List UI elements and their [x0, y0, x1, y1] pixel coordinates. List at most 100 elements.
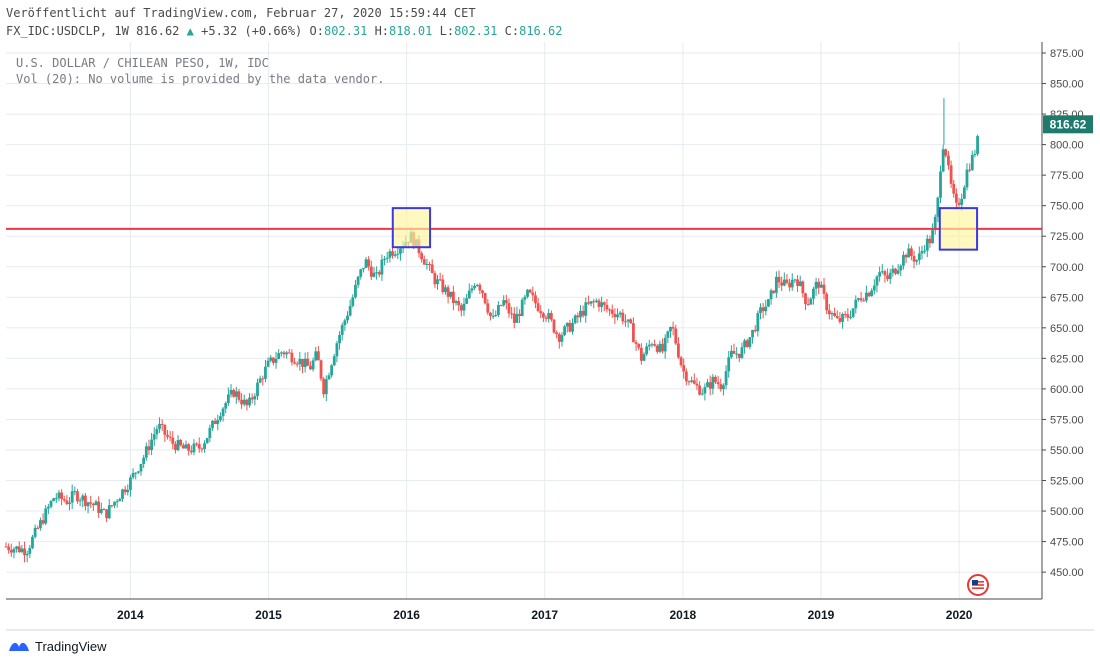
candle-body: [536, 303, 540, 312]
candle-body: [290, 352, 294, 363]
candle-body: [31, 536, 34, 548]
candle-body: [245, 399, 249, 406]
candle-body: [478, 284, 482, 291]
candle-body: [54, 498, 58, 500]
candle-body: [944, 149, 948, 156]
candle-body: [600, 302, 604, 307]
candle-body: [637, 343, 641, 348]
candle-body: [361, 267, 365, 270]
candle-body: [367, 259, 371, 267]
candle-body: [23, 548, 26, 556]
us-flag-icon[interactable]: [967, 574, 989, 596]
candle-body: [671, 326, 675, 329]
candle-body: [542, 313, 545, 318]
candle-body: [806, 304, 810, 306]
candle-body: [465, 298, 469, 304]
candle-body: [539, 311, 543, 314]
candle-body: [136, 471, 140, 473]
candle-body: [282, 352, 286, 355]
candle-body: [904, 254, 908, 258]
candle-body: [886, 275, 889, 280]
candle-body: [915, 260, 919, 262]
y-tick-label: 525.00: [1050, 476, 1084, 488]
candle-body: [576, 315, 580, 318]
candle-body: [507, 303, 511, 314]
candle-body: [41, 520, 45, 524]
candle-body: [73, 491, 77, 493]
candle-body: [475, 284, 479, 286]
candle-body: [629, 319, 633, 324]
candle-body: [687, 381, 691, 383]
last-price-label: 816.62: [1050, 117, 1087, 131]
candle-body: [129, 477, 132, 490]
candle-body: [801, 281, 805, 294]
candle-body: [152, 434, 156, 440]
candle-body: [134, 472, 138, 474]
candle-body: [933, 216, 937, 231]
candle-body: [110, 505, 114, 507]
candle-body: [936, 197, 940, 217]
candle-body: [181, 445, 185, 449]
candle-body: [319, 360, 323, 379]
candle-body: [84, 495, 87, 507]
candle-body: [57, 492, 61, 499]
candle-body: [256, 382, 259, 397]
candle-body: [666, 331, 670, 338]
y-tick-label: 850.00: [1050, 79, 1084, 91]
candle-body: [740, 347, 744, 358]
candle-body: [751, 329, 754, 338]
candle-body: [782, 279, 786, 286]
x-tick-label: 2019: [808, 608, 835, 622]
candle-body: [20, 548, 24, 553]
candle-body: [695, 383, 699, 386]
candle-body: [457, 301, 461, 306]
candle-body: [716, 382, 720, 385]
candle-body: [669, 326, 672, 332]
candle-body: [891, 268, 895, 273]
candle-body: [105, 509, 108, 519]
candle-body: [224, 403, 228, 409]
candle-body: [139, 463, 143, 472]
candle-body: [150, 439, 154, 451]
candle-body: [939, 171, 942, 198]
candle-body: [7, 546, 11, 551]
candle-body: [174, 443, 177, 451]
footer-brand[interactable]: TradingView: [8, 636, 107, 656]
candle-body: [859, 298, 863, 301]
candle-body: [761, 307, 765, 312]
candle-body: [497, 305, 500, 316]
symbol-header: FX_IDC:USDCLP, 1W 816.62 ▲ +5.32 (+0.66%…: [6, 24, 562, 38]
candle-body: [232, 389, 236, 397]
candle-body: [764, 306, 768, 312]
candle-body: [118, 498, 122, 502]
candle-body: [557, 334, 561, 342]
x-tick-label: 2015: [255, 608, 282, 622]
candle-body: [142, 457, 146, 464]
candle-body: [565, 322, 569, 327]
candle-body: [70, 491, 74, 503]
y-tick-label: 625.00: [1050, 353, 1084, 365]
candle-body: [113, 501, 116, 506]
highlight-box: [391, 207, 432, 249]
candle-body: [338, 334, 341, 344]
chart-legend-volume: Vol (20): No volume is provided by the d…: [16, 72, 385, 86]
candle-body: [698, 385, 701, 395]
candle-body: [581, 310, 585, 316]
candle-body: [973, 153, 977, 156]
candle-body: [814, 281, 818, 289]
x-tick-label: 2016: [393, 608, 420, 622]
price-change: +5.32 (+0.66%): [201, 24, 303, 38]
candle-body: [830, 313, 834, 315]
candle-body: [97, 501, 101, 513]
candle-body: [444, 287, 447, 293]
candle-body: [692, 380, 696, 384]
candle-body: [78, 500, 82, 502]
close-label: C:: [504, 24, 520, 38]
candle-body: [833, 313, 837, 317]
candle-body: [102, 509, 106, 511]
candle-body: [166, 434, 169, 437]
candle-body: [849, 316, 852, 318]
high-value: 818.01: [389, 24, 433, 38]
candle-body: [812, 288, 815, 299]
